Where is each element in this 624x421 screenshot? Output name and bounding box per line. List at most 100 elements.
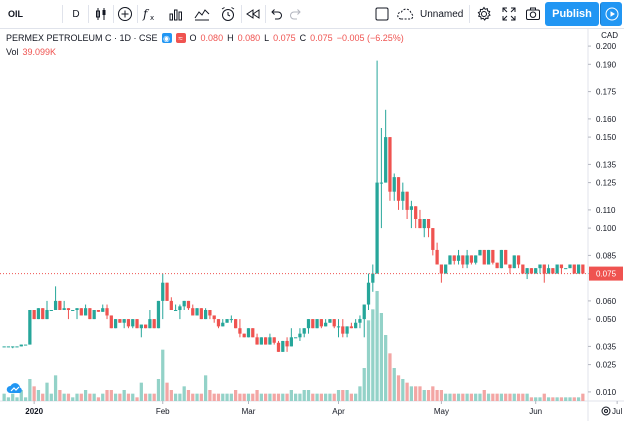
volume-bar	[178, 393, 182, 401]
camera-icon[interactable]	[522, 0, 544, 28]
volume-bar	[233, 390, 238, 401]
candle-body	[131, 319, 135, 327]
tradingview-logo-icon[interactable]	[6, 381, 24, 400]
volume-bar	[525, 393, 529, 401]
volume-bar	[105, 390, 109, 401]
candle-body	[88, 308, 92, 320]
candle-body	[229, 319, 233, 321]
interval-button[interactable]: D	[72, 8, 80, 20]
candle-body	[525, 268, 529, 274]
volume-bar	[268, 393, 272, 401]
volume-bar	[255, 390, 259, 401]
candle-body	[242, 333, 246, 338]
cloud-icon	[397, 8, 414, 20]
y-tick-label: 0.035	[596, 342, 617, 351]
volume-bar	[45, 382, 49, 401]
candle-body	[259, 337, 263, 345]
volume-bar	[426, 390, 431, 401]
volume-bar	[58, 390, 62, 401]
volume-bar	[362, 368, 366, 401]
candle-body	[203, 310, 208, 320]
candle-body	[113, 319, 118, 329]
volume-bar	[148, 393, 152, 401]
layout-name-button[interactable]: Unnamed	[396, 0, 466, 28]
candle-body	[478, 249, 482, 256]
redo-icon[interactable]	[286, 0, 306, 28]
volume-bar	[96, 397, 101, 401]
templates-icon[interactable]	[190, 0, 214, 28]
separator	[113, 5, 114, 23]
symbol-search[interactable]: OIL	[8, 9, 23, 19]
candles-icon[interactable]	[90, 0, 112, 28]
volume-bar	[538, 397, 542, 401]
candle-body	[499, 249, 504, 269]
volume-bar	[264, 393, 268, 401]
candle-body	[461, 255, 465, 265]
volume-bar	[478, 393, 482, 401]
candle-body	[281, 340, 285, 352]
volume-bar	[508, 393, 512, 401]
publish-button[interactable]: Publish	[545, 2, 599, 26]
candle-body	[36, 308, 41, 320]
volume-bar	[568, 397, 572, 401]
candle-body	[486, 249, 491, 265]
candle-body	[564, 268, 568, 270]
replay-icon[interactable]	[242, 0, 264, 28]
y-tick-label: 0.110	[596, 206, 616, 215]
y-tick-label: 0.085	[596, 251, 617, 260]
volume-bar	[379, 313, 384, 401]
volume-bar	[396, 375, 401, 401]
undo-icon[interactable]	[266, 0, 286, 28]
volume-bar	[354, 393, 358, 401]
settings-icon[interactable]	[472, 0, 496, 28]
volume-bar	[294, 393, 298, 401]
candle-body	[542, 264, 546, 274]
chart-pane[interactable]: 0.200 0.190 0.175 0.160 0.150 0.135 0.125 0.110…	[0, 29, 624, 421]
eye-icon[interactable]: ◉	[161, 33, 172, 43]
play-icon[interactable]	[600, 2, 622, 26]
layout-checkbox-icon[interactable]	[372, 0, 392, 28]
volume-bar	[345, 390, 349, 401]
candle-body	[23, 344, 28, 346]
candle-body	[105, 308, 109, 316]
volume-bar	[156, 379, 161, 401]
volume-bar	[542, 393, 546, 401]
volume-bar	[199, 393, 203, 401]
candle-body	[431, 228, 435, 250]
alert-icon[interactable]	[216, 0, 240, 28]
candle-body	[465, 255, 469, 265]
volume-bar	[499, 393, 504, 401]
volume-bar	[469, 393, 474, 401]
x-tick-label: Jun	[529, 407, 542, 416]
wave-icon[interactable]: ≈	[175, 33, 186, 43]
volume-bar	[474, 393, 478, 401]
volume-bar	[341, 390, 345, 401]
volume-bar	[482, 390, 486, 401]
candle-body	[504, 249, 508, 265]
candle-body	[143, 324, 148, 329]
add-symbol-icon[interactable]	[114, 0, 136, 28]
fullscreen-icon[interactable]	[497, 0, 521, 28]
volume-bar	[529, 397, 534, 401]
y-tick-label: 0.150	[596, 133, 617, 142]
axis-settings-icon[interactable]	[601, 406, 611, 416]
svg-text:f: f	[142, 7, 150, 21]
volume-bar	[225, 393, 229, 401]
y-tick-label: 0.060	[596, 297, 617, 306]
candle-body	[255, 337, 259, 345]
volume-bar	[161, 349, 165, 401]
candle-body	[165, 282, 169, 301]
price-chart[interactable]: 0.200 0.190 0.175 0.160 0.150 0.135 0.125 0.110…	[0, 29, 624, 421]
y-tick-label: 0.010	[596, 388, 617, 397]
candle-body	[251, 328, 255, 338]
candle-body	[53, 300, 58, 310]
candle-body	[2, 346, 6, 348]
candle-body	[422, 219, 426, 229]
bar-chart-icon[interactable]	[164, 0, 188, 28]
volume-bar	[126, 393, 131, 401]
candle-body	[182, 300, 186, 307]
volume-bar	[53, 375, 58, 401]
volume-bar	[6, 397, 11, 401]
volume-bar	[152, 393, 156, 401]
